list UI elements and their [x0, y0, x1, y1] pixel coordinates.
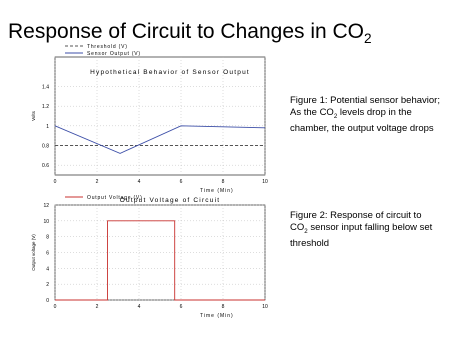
y-tick-label: 6	[46, 251, 49, 257]
y-tick-label: 12	[43, 203, 49, 209]
series-line	[54, 125, 266, 154]
y-tick-label: 0	[46, 298, 49, 304]
title-text: Response of Circuit to Changes in CO	[8, 20, 365, 43]
y-tick-label: 2	[46, 282, 49, 288]
legend-label: Output Voltage (V)	[87, 195, 143, 201]
caption-text: Figure 1: Potential sensor behavior; As …	[290, 95, 440, 118]
caption: Figure 1: Potential sensor behavior; As …	[290, 95, 440, 135]
caption-sub: 2	[333, 112, 338, 120]
x-tick-label: 2	[96, 179, 99, 185]
chart-title: Hypothetical Behavior of Sensor Output	[90, 69, 250, 76]
plot-area	[54, 56, 266, 176]
title-sub: 2	[364, 31, 372, 47]
chart-title: Output Voltage of Circuit	[120, 197, 220, 204]
y-tick-label: 0.8	[42, 144, 49, 150]
y-axis-label: Volts	[31, 110, 36, 121]
x-axis-label: Time (Min)	[200, 313, 234, 319]
x-axis-label: Time (Min)	[200, 188, 234, 194]
x-tick-label: 2	[96, 304, 99, 310]
caption-text: levels drop in the chamber, the output v…	[290, 107, 434, 134]
caption-text: Figure 2: Response of circuit to CO	[290, 210, 422, 233]
y-tick-label: 1.4	[42, 85, 49, 91]
y-axis-label: Output voltage (V)	[31, 234, 36, 271]
y-tick-label: 1.2	[42, 104, 49, 110]
x-tick-label: 10	[262, 179, 268, 185]
x-tick-label: 8	[222, 179, 225, 185]
slide-title: Response of Circuit to Changes in CO2	[8, 20, 372, 46]
x-tick-label: 4	[138, 179, 141, 185]
caption: Figure 2: Response of circuit to CO2 sen…	[290, 210, 440, 250]
y-tick-label: 4	[46, 266, 49, 272]
x-tick-label: 4	[138, 304, 141, 310]
y-tick-label: 8	[46, 235, 49, 241]
x-tick-label: 8	[222, 304, 225, 310]
x-tick-label: 6	[180, 179, 183, 185]
x-tick-label: 0	[54, 304, 57, 310]
y-tick-label: 10	[43, 219, 49, 225]
series-line	[55, 220, 265, 301]
caption-text: sensor input falling below set threshold	[290, 222, 433, 249]
x-tick-label: 6	[180, 304, 183, 310]
y-tick-label: 1	[46, 124, 49, 130]
y-tick-label: 0.6	[42, 163, 49, 169]
x-tick-label: 10	[262, 304, 268, 310]
legend-label: Sensor Output (V)	[87, 51, 141, 57]
legend-label: Threshold (V)	[87, 44, 128, 50]
caption-sub: 2	[304, 227, 308, 235]
x-tick-label: 0	[54, 179, 57, 185]
